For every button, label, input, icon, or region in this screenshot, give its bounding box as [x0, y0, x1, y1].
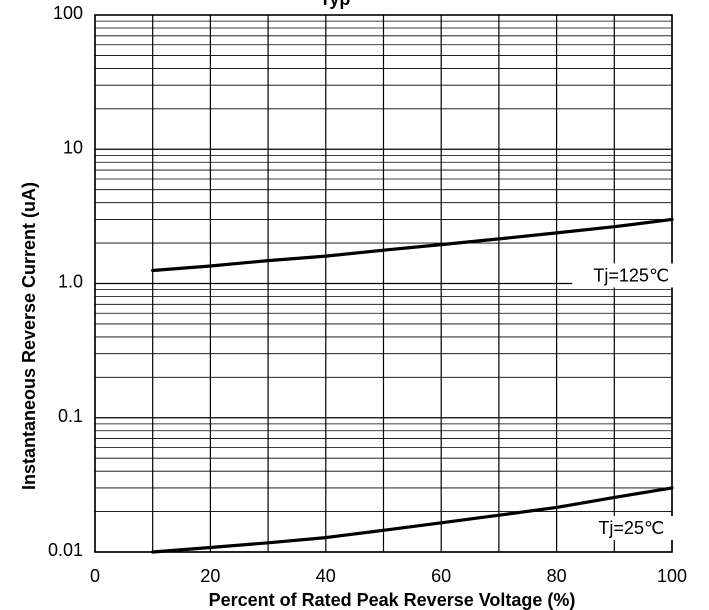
x-tick-label: 20 — [200, 566, 220, 586]
series-label-background — [572, 263, 691, 288]
series-label-background — [572, 515, 691, 540]
series-line-tj25 — [151, 486, 674, 554]
series-line-tj125 — [151, 217, 674, 273]
x-tick-label: 60 — [431, 566, 451, 586]
x-tick-label: 80 — [547, 566, 567, 586]
series-layer — [151, 217, 674, 554]
chart-title: Typ — [320, 0, 351, 9]
x-tick-label: 0 — [90, 566, 100, 586]
y-tick-label: 0.1 — [58, 406, 83, 426]
y-axis-title: Instantaneous Reverse Current (uA) — [19, 182, 39, 490]
x-tick-label: 40 — [316, 566, 336, 586]
annotation-layer: Tj=125℃ Tj=25℃ — [572, 263, 691, 540]
y-tick-label: 10 — [63, 137, 83, 157]
series-label: Tj=125℃ — [593, 265, 669, 285]
x-tick-labels: 0 20 40 60 80 100 — [90, 566, 687, 586]
y-tick-label: 0.01 — [48, 540, 83, 560]
y-tick-label: 100 — [53, 3, 83, 23]
series-label: Tj=25℃ — [598, 518, 664, 538]
y-tick-labels: 0.01 0.1 1.0 10 100 — [48, 3, 83, 560]
x-tick-label: 100 — [657, 566, 687, 586]
y-tick-label: 1.0 — [58, 272, 83, 292]
x-axis-title: Percent of Rated Peak Reverse Voltage (%… — [209, 590, 576, 610]
